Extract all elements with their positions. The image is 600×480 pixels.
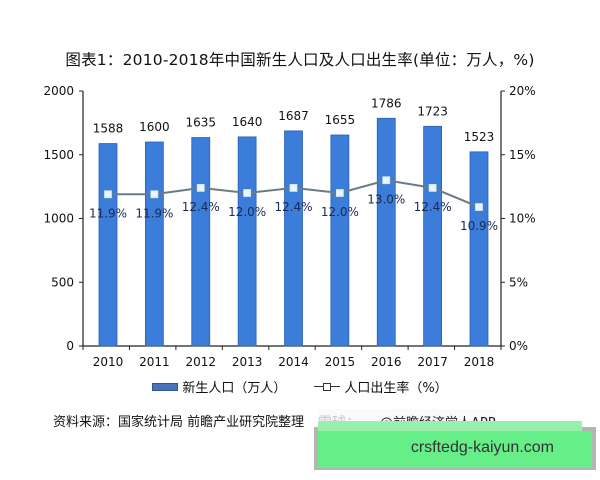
bar xyxy=(284,130,303,347)
line-marker xyxy=(428,183,437,192)
bar xyxy=(423,125,443,347)
y2-tick-label: 5% xyxy=(509,275,528,289)
y-tick-label: 1500 xyxy=(43,148,74,162)
line-series xyxy=(104,176,483,211)
legend: 新生人口（万人） 人口出生率（%） xyxy=(0,377,600,396)
legend-item-births: 新生人口（万人） xyxy=(152,377,286,396)
bar xyxy=(144,141,164,347)
y-tick-label: 2000 xyxy=(43,84,74,98)
rate-value-label: 10.9% xyxy=(460,219,498,233)
y2-tick-label: 20% xyxy=(509,84,536,98)
y-tick-label: 1000 xyxy=(43,212,74,226)
overlay-stripe xyxy=(318,421,582,431)
x-tick-label: 2012 xyxy=(185,355,216,369)
bar xyxy=(330,134,350,347)
chart-title: 图表1：2010-2018年中国新生人口及人口出生率(单位：万人，%) xyxy=(65,51,535,69)
rate-value-label: 11.9% xyxy=(89,206,127,220)
y2-tick-label: 0% xyxy=(509,339,528,353)
line-marker-swatch-icon xyxy=(314,382,341,392)
y2-tick-label: 15% xyxy=(509,148,536,162)
bar-value-label: 1640 xyxy=(232,115,263,129)
x-tick-label: 2017 xyxy=(417,355,448,369)
line-marker xyxy=(150,190,159,199)
rate-value-label: 13.0% xyxy=(367,192,405,206)
y-tick-label: 500 xyxy=(51,275,74,289)
line-marker xyxy=(289,183,298,192)
bar xyxy=(469,151,489,347)
url-overlay-banner: crsftedg-kaiyun.com xyxy=(318,421,592,468)
x-tick-label: 2016 xyxy=(371,355,402,369)
bar-value-label: 1687 xyxy=(278,109,309,123)
y2-tick-label: 10% xyxy=(509,212,536,226)
legend-label-births: 新生人口（万人） xyxy=(182,381,287,396)
x-tick-label: 2015 xyxy=(325,355,356,369)
bar-value-label: 1655 xyxy=(325,113,356,127)
x-tick-label: 2018 xyxy=(464,355,495,369)
rate-value-label: 11.9% xyxy=(135,206,173,220)
bar-swatch-icon xyxy=(152,382,179,391)
bar xyxy=(98,143,118,347)
x-tick-label: 2011 xyxy=(139,355,170,369)
line-marker xyxy=(104,190,112,199)
x-tick-label: 2010 xyxy=(93,355,124,369)
bar-value-label: 1723 xyxy=(417,104,448,118)
bar-value-label: 1588 xyxy=(93,122,124,136)
source-note: 资料来源：国家统计局 前瞻产业研究院整理 xyxy=(53,415,305,430)
legend-label-birth-rate: 人口出生率（%） xyxy=(344,381,448,396)
bar xyxy=(376,117,396,347)
rate-value-label: 12.0% xyxy=(228,205,266,219)
bar-value-label: 1523 xyxy=(464,130,495,144)
bar-value-label: 1600 xyxy=(139,120,170,134)
x-tick-label: 2013 xyxy=(232,355,263,369)
y-tick-label: 0 xyxy=(66,339,74,353)
bar-value-label: 1786 xyxy=(371,96,402,110)
line-marker xyxy=(475,203,483,211)
rate-value-label: 12.4% xyxy=(182,200,220,214)
overlay-url-text: crsftedg-kaiyun.com xyxy=(410,439,554,456)
line-marker xyxy=(196,183,205,192)
data-labels: 1588 2010 1600 2011 1635 2012 1640 2013 1687 2014… xyxy=(89,96,498,369)
line-marker xyxy=(243,189,252,197)
rate-value-label: 12.4% xyxy=(414,200,452,214)
legend-item-birth-rate: 人口出生率（%） xyxy=(314,377,448,396)
rate-value-label: 12.0% xyxy=(321,205,359,219)
rate-value-label: 12.4% xyxy=(274,200,312,214)
bar xyxy=(191,137,211,347)
line-marker xyxy=(335,189,344,197)
bar-value-label: 1635 xyxy=(185,116,216,130)
bar xyxy=(237,136,257,347)
x-tick-label: 2014 xyxy=(278,355,309,369)
bar-series xyxy=(98,117,489,347)
line-marker xyxy=(382,176,391,185)
